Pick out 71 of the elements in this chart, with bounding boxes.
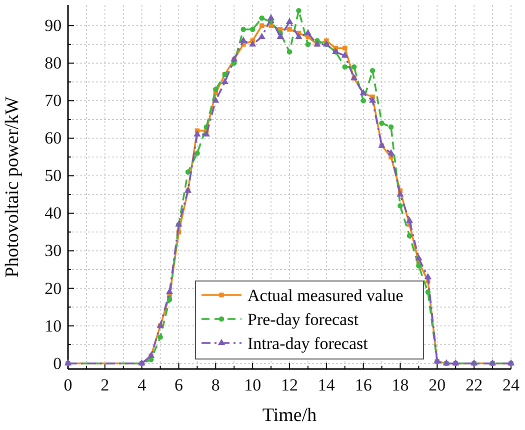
point: [379, 120, 384, 126]
y-tick-label: 50: [44, 166, 62, 186]
y-tick-label: 70: [44, 91, 62, 110]
legend-label: Actual measured value: [248, 286, 404, 305]
y-tick-label: 90: [44, 16, 62, 36]
x-tick-label: 6: [174, 376, 183, 395]
x-axis-title: Time/h: [262, 405, 318, 426]
y-tick-label: 60: [44, 128, 62, 148]
point: [406, 216, 414, 223]
point: [370, 68, 376, 74]
point: [388, 124, 394, 130]
point: [360, 98, 366, 104]
point: [276, 32, 284, 39]
x-tick-label: 14: [318, 376, 336, 395]
point: [258, 32, 266, 39]
point: [415, 254, 422, 260]
point: [424, 272, 432, 280]
point: [341, 52, 348, 58]
point: [240, 26, 246, 32]
point: [305, 42, 311, 48]
point: [213, 86, 218, 92]
point: [416, 263, 422, 268]
x-tick-label: 18: [392, 376, 409, 395]
point: [287, 27, 292, 32]
point: [202, 130, 210, 137]
point: [166, 288, 174, 294]
y-tick-label: 20: [44, 278, 62, 298]
point: [342, 46, 348, 50]
point: [295, 32, 302, 39]
point: [166, 296, 172, 302]
legend-label: Intra-day forecast: [248, 334, 368, 353]
y-tick-label: 80: [44, 54, 62, 73]
point: [425, 289, 431, 295]
point: [406, 233, 412, 238]
legend-label: Pre-day forecast: [248, 310, 359, 329]
point: [296, 8, 302, 14]
point: [304, 29, 312, 36]
x-tick-label: 10: [244, 376, 262, 395]
x-tick-label: 8: [211, 376, 220, 395]
x-tick-label: 2: [100, 376, 110, 395]
point: [259, 15, 264, 21]
point: [185, 169, 191, 175]
point: [286, 18, 294, 24]
x-tick-label: 24: [502, 376, 520, 395]
y-tick-label: 40: [44, 204, 62, 223]
point: [342, 64, 348, 70]
point: [240, 36, 247, 43]
point: [286, 49, 292, 55]
y-tick-label: 0: [53, 354, 62, 373]
point: [249, 40, 256, 46]
x-tick-label: 12: [281, 376, 298, 395]
point: [398, 203, 403, 208]
point: [267, 14, 275, 20]
x-tick-label: 16: [354, 376, 372, 395]
y-tick-label: 30: [44, 241, 62, 260]
point: [221, 78, 228, 84]
x-tick-label: 4: [138, 376, 147, 395]
y-tick-label: 10: [44, 316, 62, 336]
x-tick-label: 22: [466, 376, 483, 395]
point: [194, 130, 201, 137]
point: [250, 26, 256, 32]
point: [194, 150, 200, 156]
point: [396, 190, 404, 197]
point: [387, 149, 395, 156]
point: [259, 23, 264, 28]
point: [351, 64, 357, 70]
point: [212, 96, 220, 103]
y-axis-title: Photovoltaic power/kW: [2, 96, 23, 278]
point: [158, 334, 163, 340]
x-tick-label: 20: [428, 376, 446, 395]
point: [369, 96, 376, 103]
